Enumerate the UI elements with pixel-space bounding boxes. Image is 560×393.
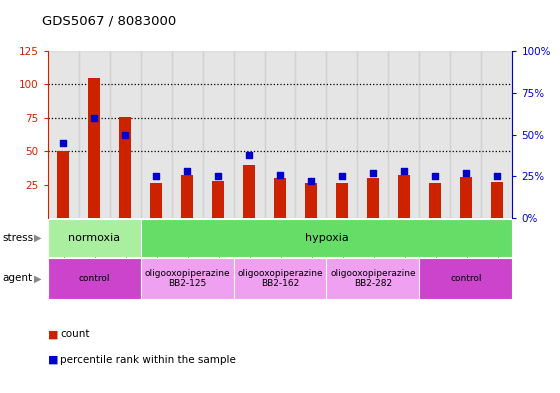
- Text: oligooxopiperazine
BB2-125: oligooxopiperazine BB2-125: [144, 269, 230, 288]
- Bar: [141, 219, 512, 257]
- Bar: [274, 178, 286, 218]
- Bar: [491, 182, 503, 218]
- Bar: [326, 258, 419, 299]
- Bar: [141, 258, 234, 299]
- Bar: [48, 219, 141, 257]
- Text: agent: agent: [3, 274, 33, 283]
- Point: [431, 173, 440, 180]
- Bar: [234, 258, 326, 299]
- Point: [152, 173, 161, 180]
- Text: normoxia: normoxia: [68, 233, 120, 243]
- Text: percentile rank within the sample: percentile rank within the sample: [60, 355, 236, 365]
- Point: [213, 173, 222, 180]
- Text: count: count: [60, 329, 90, 340]
- Text: ■: ■: [48, 355, 58, 365]
- Point: [120, 131, 129, 138]
- Text: ▶: ▶: [34, 233, 41, 243]
- Bar: [88, 78, 100, 218]
- Bar: [419, 51, 450, 218]
- Bar: [460, 177, 472, 218]
- Bar: [48, 51, 78, 218]
- Text: oligooxopiperazine
BB2-162: oligooxopiperazine BB2-162: [237, 269, 323, 288]
- Text: hypoxia: hypoxia: [305, 233, 348, 243]
- Bar: [78, 51, 110, 218]
- Bar: [243, 165, 255, 218]
- Bar: [419, 258, 512, 299]
- Bar: [264, 51, 296, 218]
- Bar: [57, 151, 69, 218]
- Bar: [305, 184, 317, 218]
- Bar: [181, 175, 193, 218]
- Bar: [367, 178, 379, 218]
- Point: [276, 171, 284, 178]
- Bar: [171, 51, 203, 218]
- Bar: [212, 181, 224, 218]
- Point: [90, 115, 99, 121]
- Point: [306, 178, 315, 185]
- Point: [183, 168, 192, 174]
- Point: [492, 173, 501, 180]
- Text: GDS5067 / 8083000: GDS5067 / 8083000: [42, 15, 176, 28]
- Point: [245, 151, 254, 158]
- Bar: [336, 184, 348, 218]
- Text: control: control: [450, 274, 482, 283]
- Bar: [296, 51, 326, 218]
- Point: [399, 168, 408, 174]
- Bar: [482, 51, 512, 218]
- Point: [368, 170, 377, 176]
- Bar: [234, 51, 264, 218]
- Bar: [389, 51, 419, 218]
- Bar: [48, 258, 141, 299]
- Bar: [398, 175, 410, 218]
- Bar: [141, 51, 171, 218]
- Bar: [450, 51, 482, 218]
- Bar: [429, 184, 441, 218]
- Text: control: control: [78, 274, 110, 283]
- Point: [59, 140, 68, 146]
- Text: ▶: ▶: [34, 274, 41, 283]
- Bar: [110, 51, 141, 218]
- Bar: [119, 117, 131, 218]
- Text: oligooxopiperazine
BB2-282: oligooxopiperazine BB2-282: [330, 269, 416, 288]
- Bar: [357, 51, 389, 218]
- Bar: [326, 51, 357, 218]
- Point: [461, 170, 470, 176]
- Bar: [150, 184, 162, 218]
- Point: [338, 173, 347, 180]
- Text: ■: ■: [48, 329, 58, 340]
- Text: stress: stress: [3, 233, 34, 243]
- Bar: [203, 51, 234, 218]
